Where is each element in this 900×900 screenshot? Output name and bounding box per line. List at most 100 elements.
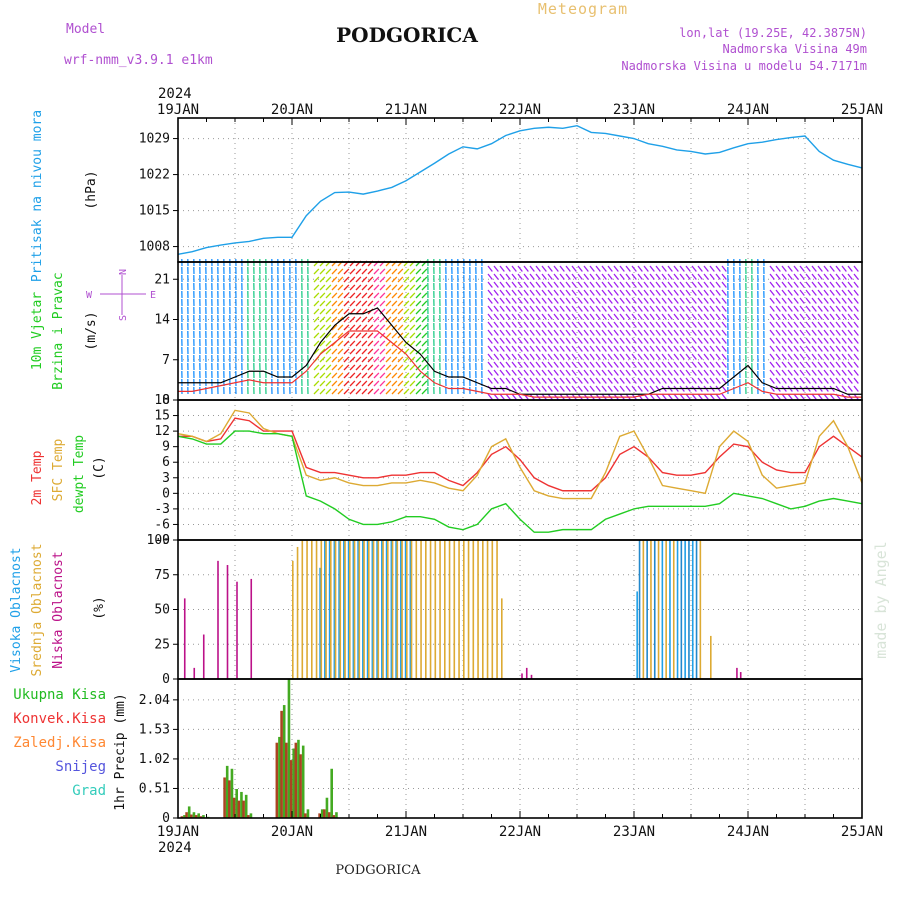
cloud-bar-mid (410, 540, 413, 679)
wind-arrow (661, 361, 667, 368)
wind-arrow (421, 364, 428, 371)
wind-arrow (601, 385, 607, 392)
wind-arrow (715, 377, 721, 384)
wind-arrow (511, 321, 517, 328)
wind-arrow (415, 380, 422, 387)
wind-arrow (601, 329, 607, 336)
wind-arrow (493, 377, 499, 384)
wind-arrow (619, 337, 625, 344)
wind-arrow (355, 372, 362, 379)
wind-arrow (799, 377, 805, 384)
precip-bar-total (202, 815, 205, 818)
wind-arrow (847, 361, 853, 368)
wind-arrow (691, 361, 697, 368)
wind-arrow (487, 329, 493, 336)
wind-arrow (799, 313, 805, 320)
wind-arrow (565, 289, 571, 296)
wind-arrow (505, 273, 511, 280)
wind-arrow (649, 377, 655, 384)
wind-arrow (373, 276, 380, 283)
cloud-bar-low (250, 578, 253, 679)
wind-arrow (409, 292, 416, 299)
wind-arrow (499, 289, 505, 296)
wind-arrow (361, 356, 368, 363)
wind-arrow (589, 297, 595, 304)
wind-arrow (409, 356, 416, 363)
wind-arrow (829, 305, 835, 312)
wind-arrow (553, 369, 559, 376)
precip-bar-total (282, 705, 286, 818)
wind-arrow (691, 393, 697, 400)
wind-arrow (511, 313, 517, 320)
wind-arrow (817, 273, 823, 280)
wind-arrow (805, 353, 811, 360)
wind-arrow (829, 321, 835, 328)
wind-arrow (583, 345, 589, 352)
precip-bar-convective (275, 742, 279, 818)
wind-arrow (319, 380, 326, 387)
wind-arrow (643, 305, 649, 312)
wind-arrow (319, 364, 326, 371)
wind-arrow (499, 369, 505, 376)
wind-arrow (649, 337, 655, 344)
top-date-label: 22JAN (499, 102, 541, 118)
wind-arrow (781, 353, 787, 360)
wind-arrow (697, 265, 703, 272)
wind-arrow (643, 361, 649, 368)
wind-arrow (337, 364, 344, 371)
wind-arrow (415, 372, 422, 379)
wind-arrow (679, 265, 685, 272)
year-bottom: 2024 (158, 840, 192, 856)
model-label: Model (66, 22, 105, 37)
wind-arrow (769, 273, 775, 280)
wind-arrow (397, 380, 404, 387)
wind-arrow (643, 345, 649, 352)
wind-arrow (787, 345, 793, 352)
wind-arrow (787, 321, 793, 328)
wind-arrow (349, 372, 356, 379)
wind-arrow (715, 393, 721, 400)
wind-arrow (649, 265, 655, 272)
wind-arrow (385, 276, 392, 283)
wind-arrow (649, 289, 655, 296)
wind-arrow (571, 361, 577, 368)
wind-arrow (361, 340, 368, 347)
wind-arrow (553, 297, 559, 304)
cloud-bar-high (328, 540, 331, 679)
wind-arrow (775, 321, 781, 328)
wind-arrow (667, 353, 673, 360)
wind-arrow (649, 321, 655, 328)
wind-arrow (793, 313, 799, 320)
cloud-bar-high (638, 540, 641, 679)
wind-arrow (529, 297, 535, 304)
wind-arrow (577, 329, 583, 336)
wind-arrow (721, 329, 727, 336)
wind-arrow (409, 348, 416, 355)
wind-arrow (769, 369, 775, 376)
wind-arrow (679, 305, 685, 312)
top-date-label: 19JAN (157, 102, 199, 118)
wind-arrow (577, 385, 583, 392)
wind-arrow (541, 305, 547, 312)
wind-arrow (787, 377, 793, 384)
wind-arrow (391, 268, 398, 275)
wind-arrow (625, 337, 631, 344)
wind-arrow (661, 289, 667, 296)
wind-arrow (817, 305, 823, 312)
temp-label-dew: dewpt Temp (72, 435, 87, 513)
wind-arrow (559, 289, 565, 296)
wind-arrow (607, 313, 613, 320)
wind-arrow (589, 265, 595, 272)
wind-arrow (499, 361, 505, 368)
wind-arrow (817, 297, 823, 304)
cloud-bar-low (236, 581, 238, 679)
wind-arrow (529, 289, 535, 296)
wind-arrow (319, 340, 326, 347)
cloud-bar-high (669, 540, 671, 679)
wind-arrow (511, 369, 517, 376)
wind-arrow (391, 292, 398, 299)
wind-arrow (487, 345, 493, 352)
wind-arrow (571, 369, 577, 376)
wind-arrow (355, 276, 362, 283)
wind-arrow (595, 273, 601, 280)
